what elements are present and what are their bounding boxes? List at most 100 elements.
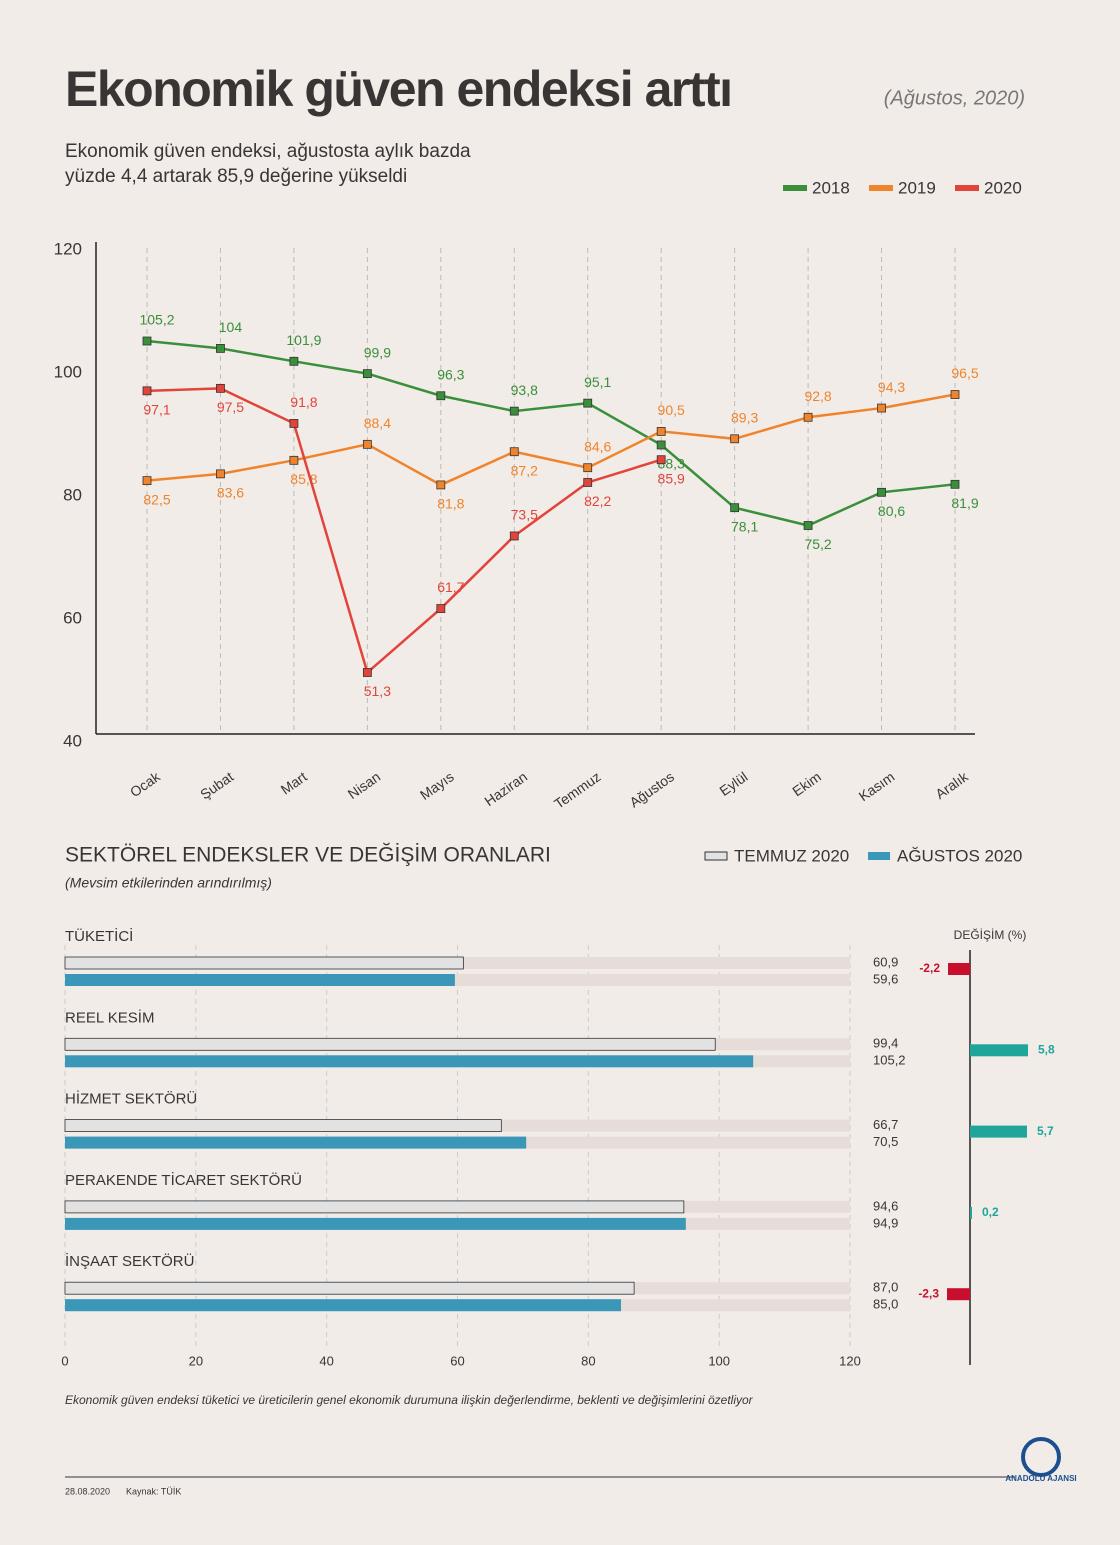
point <box>656 440 666 450</box>
data-label: 96,5 <box>951 365 978 381</box>
bar-subtitle: (Mevsim etkilerinden arındırılmış) <box>65 875 272 891</box>
point <box>877 403 886 413</box>
change-bar <box>948 963 970 975</box>
data-label: 94,3 <box>878 379 905 395</box>
value-label: 94,9 <box>873 1215 898 1230</box>
logo-mark <box>1021 1437 1061 1477</box>
legend-label: 2019 <box>898 178 936 197</box>
x-tick-label: 0 <box>61 1353 68 1368</box>
point <box>216 343 225 353</box>
x-tick-label: 120 <box>839 1353 861 1368</box>
point <box>509 531 519 541</box>
value-label: 59,6 <box>873 971 898 986</box>
y-tick-label: 100 <box>54 362 82 381</box>
data-label: 73,5 <box>511 507 538 523</box>
legend-label: AĞUSTOS 2020 <box>897 846 1022 865</box>
point <box>362 439 372 449</box>
subtitle: Ekonomik güven endeksi, ağustosta aylık … <box>65 141 471 162</box>
data-label: 51,3 <box>364 683 391 699</box>
point <box>362 668 372 677</box>
data-label: 82,5 <box>143 491 170 507</box>
data-label: 81,8 <box>437 496 464 512</box>
point <box>509 406 519 416</box>
bar <box>65 1136 527 1149</box>
value-label: 105,2 <box>873 1053 906 1068</box>
point <box>289 455 299 465</box>
bar <box>64 1037 716 1051</box>
legend-swatch <box>869 185 893 191</box>
x-tick-label: 80 <box>581 1353 595 1368</box>
x-tick-label: 20 <box>189 1353 203 1368</box>
value-label: 85,0 <box>873 1297 898 1312</box>
series-line <box>146 339 956 527</box>
category-label: REEL KESİM <box>65 1008 154 1026</box>
bar <box>64 1200 685 1214</box>
legend-label: 2018 <box>812 178 850 197</box>
bar <box>64 1281 635 1295</box>
point <box>216 383 225 393</box>
data-label: 97,5 <box>217 399 244 415</box>
change-label: -2,2 <box>919 961 940 975</box>
y-tick-label: 80 <box>63 485 82 504</box>
value-label: 60,9 <box>873 954 898 969</box>
data-label: 91,8 <box>290 394 317 410</box>
point <box>730 434 740 444</box>
category-label: HİZMET SEKTÖRÜ <box>65 1090 197 1108</box>
data-label: 87,2 <box>511 462 538 478</box>
value-label: 66,7 <box>873 1117 898 1132</box>
category-label: PERAKENDE TİCARET SEKTÖRÜ <box>65 1171 302 1189</box>
point <box>803 412 813 422</box>
data-label: 80,6 <box>878 503 905 519</box>
point <box>362 369 372 379</box>
legend-label: TEMMUZ 2020 <box>734 846 849 865</box>
point <box>803 521 813 530</box>
series-line <box>146 387 662 675</box>
data-label: 92,8 <box>804 388 831 404</box>
category-label: İNŞAAT SEKTÖRÜ <box>65 1252 194 1270</box>
change-bar <box>970 1206 972 1219</box>
value-label: 87,0 <box>873 1280 898 1295</box>
y-tick-label: 40 <box>63 731 82 750</box>
point <box>656 427 666 436</box>
legend-swatch <box>955 185 979 191</box>
point <box>142 336 152 346</box>
data-label: 97,1 <box>143 402 170 418</box>
point <box>289 419 299 428</box>
legend-swatch <box>704 851 728 861</box>
data-label: 93,8 <box>511 382 538 398</box>
bar <box>64 956 464 970</box>
y-tick-label: 120 <box>54 239 82 258</box>
data-label: 99,9 <box>364 344 391 360</box>
data-label: 89,3 <box>731 410 758 426</box>
data-label: 78,1 <box>731 518 758 534</box>
change-label: -2,3 <box>918 1286 939 1300</box>
point <box>509 447 519 457</box>
y-tick-label: 60 <box>63 608 82 627</box>
point <box>436 391 446 401</box>
point <box>950 390 960 399</box>
change-label: 0,2 <box>982 1205 999 1219</box>
bar <box>65 1299 622 1312</box>
category-label: TÜKETİCİ <box>65 927 133 945</box>
bar-title: SEKTÖREL ENDEKSLER VE DEĞİŞİM ORANLARI <box>65 844 551 867</box>
data-label: 84,6 <box>584 438 611 454</box>
x-tick-label: 40 <box>319 1353 333 1368</box>
value-label: 70,5 <box>873 1134 898 1149</box>
point <box>583 478 593 487</box>
change-bar <box>970 1044 1028 1057</box>
footer-source: Kaynak: TÜİK <box>126 1486 181 1496</box>
point <box>436 480 446 490</box>
legend-swatch <box>783 185 807 191</box>
data-label: 85,8 <box>290 471 317 487</box>
point <box>142 476 152 486</box>
data-label: 81,9 <box>951 495 978 511</box>
date: (Ağustos, 2020) <box>884 87 1025 109</box>
legend-label: 2020 <box>984 178 1022 197</box>
series-line <box>146 393 956 487</box>
change-bar <box>947 1288 970 1301</box>
logo-text: ANADOLU AJANSI <box>1005 1474 1076 1483</box>
data-label: 90,5 <box>658 402 685 418</box>
data-label: 85,9 <box>658 470 685 486</box>
